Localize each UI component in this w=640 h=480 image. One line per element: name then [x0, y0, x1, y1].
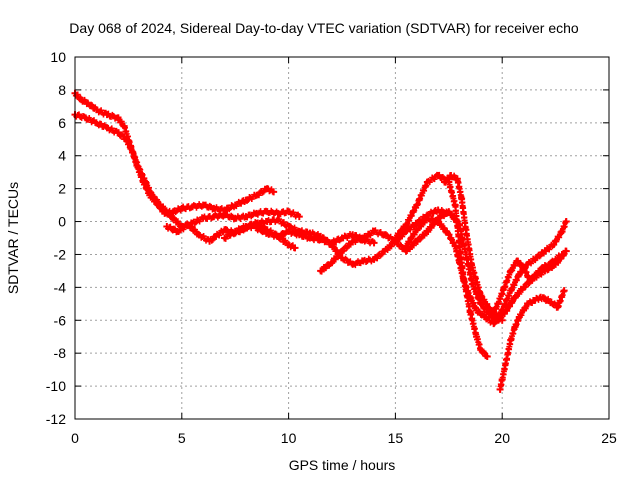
data-points: [71, 89, 570, 393]
series-trace: [497, 288, 567, 393]
x-tick-label: 5: [178, 430, 186, 446]
x-tick-label: 10: [281, 430, 297, 446]
y-tick-label: -4: [54, 279, 67, 295]
series-j: [496, 287, 568, 393]
y-tick-label: 0: [58, 214, 66, 230]
x-tick-labels: 0 5 10 15 20 25: [71, 430, 617, 446]
series-trace: [442, 172, 505, 323]
y-tick-label: -2: [54, 246, 67, 262]
chart-title: Day 068 of 2024, Sidereal Day-to-day VTE…: [69, 20, 579, 36]
series-trace: [489, 252, 564, 321]
y-tick-label: 10: [50, 49, 66, 65]
x-tick-label: 25: [601, 430, 617, 446]
series-b: [71, 111, 303, 231]
y-tick-label: -12: [46, 411, 66, 427]
y-tick-label: -10: [46, 378, 66, 394]
x-tick-label: 0: [71, 430, 79, 446]
y-axis-label: SDTVAR / TECUs: [5, 182, 21, 294]
y-tick-labels: -12 -10 -8 -6 -4 -2 0 2 4 6 8 10: [46, 49, 66, 427]
y-tick-label: 2: [58, 181, 66, 197]
plot-frame: [74, 56, 610, 420]
series-a: [71, 89, 278, 218]
x-tick-label: 20: [494, 430, 510, 446]
x-tick-label: 15: [388, 430, 404, 446]
y-tick-label: 4: [58, 148, 66, 164]
y-tick-label: 8: [58, 82, 66, 98]
y-tick-label: 6: [58, 115, 66, 131]
series-k: [488, 250, 566, 321]
y-tick-label: -6: [54, 312, 67, 328]
x-axis-label: GPS time / hours: [289, 457, 396, 473]
y-tick-label: -8: [54, 345, 67, 361]
series-g: [391, 171, 491, 360]
series-trace: [73, 111, 302, 231]
